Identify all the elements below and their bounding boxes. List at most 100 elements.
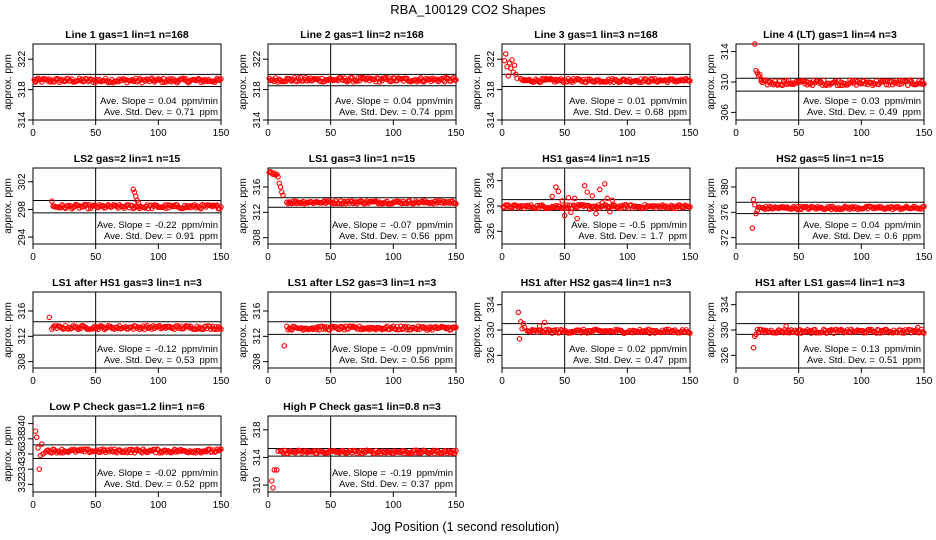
slope-label: Ave. Slope = [97,344,151,355]
slope-unit: ppm/min [885,344,921,355]
slope-annotation: Ave. Slope = 0.02 ppm/min [569,344,687,355]
panel-title: Line 1 gas=1 lin=1 n=168 [65,29,189,41]
data-point [35,445,41,451]
data-point [314,326,320,333]
data-point [914,324,921,331]
data-point [581,182,588,189]
data-point [618,205,624,212]
panel-title: HS1 after HS2 gas=4 lin=1 n=3 [521,277,672,289]
std-label: Ave. Std. Dev. = [339,107,407,118]
y-axis-label: approx. ppm [238,178,249,234]
data-point [586,206,593,212]
y-tick-label: 298 [17,201,28,218]
data-point [450,447,457,454]
y-axis-label: approx. ppm [706,302,717,358]
std-unit: ppm [435,107,454,118]
data-point [319,323,325,330]
data-point [378,325,384,332]
data-point [501,57,508,64]
slope-value: -0.07 [390,220,412,231]
std-dev-annotation: Ave. Std. Dev. = 0.52 ppm [104,479,218,490]
data-point [568,330,574,336]
data-point [919,329,926,335]
y-axis-label: approx. ppm [3,302,14,358]
std-dev-annotation: Ave. Std. Dev. = 0.51 ppm [807,355,921,366]
data-point [750,196,757,203]
y-tick-label: 312 [252,204,263,221]
y-tick-label: 314 [252,111,263,128]
data-point [687,204,693,210]
x-tick-label: 0 [265,128,271,139]
std-dev-annotation: Ave. Std. Dev. = 0.56 ppm [339,355,453,366]
data-point [602,181,608,187]
data-point [418,75,424,81]
slope-unit: ppm/min [651,220,687,231]
data-point [677,77,683,84]
x-tick-label: 0 [499,376,505,387]
slope-annotation: Ave. Slope = 0.04 ppm/min [100,96,218,107]
data-point [194,77,200,83]
data-point [758,76,764,82]
data-point [140,323,147,329]
data-point [36,466,43,472]
data-point [916,77,922,84]
y-tick-label: 318 [17,81,28,98]
data-point [907,77,913,83]
y-tick-label: 322 [252,50,263,67]
data-point [453,200,459,207]
data-point [151,446,158,453]
y-tick-label: 330 [486,321,497,338]
data-point [807,205,813,211]
slope-label: Ave. Slope = [571,220,625,231]
data-point [148,202,154,208]
data-point [309,199,315,205]
x-tick-label: 100 [150,252,167,263]
data-point [561,212,568,219]
data-point [291,75,298,81]
data-point [46,314,53,321]
std-unit: ppm [669,231,688,242]
data-point [32,428,39,434]
panel-title: LS2 gas=2 lin=1 n=15 [74,153,181,165]
data-point [199,201,205,208]
y-axis-label: approx. ppm [706,54,717,110]
data-point [623,202,629,208]
slope-value: -0.22 [155,220,177,231]
data-point [218,204,224,210]
slope-value: 0.04 [158,96,177,107]
std-unit: ppm [903,107,922,118]
data-point [342,78,349,84]
x-tick-label: 150 [448,376,465,387]
y-tick-label: 330 [720,321,731,338]
x-tick-label: 50 [325,376,337,387]
data-point [206,323,213,330]
y-tick-label: 334 [486,296,497,313]
x-tick-label: 100 [619,128,636,139]
y-tick-label: 312 [17,328,28,345]
data-point [385,75,392,81]
std-value: 0.49 [879,107,898,118]
y-tick-label: 308 [252,229,263,246]
data-point [218,446,224,452]
x-tick-label: 50 [793,376,805,387]
data-point [563,205,569,211]
data-point [515,309,522,316]
slope-value: -0.09 [390,344,412,355]
data-point [820,326,827,333]
std-label: Ave. Std. Dev. = [339,355,407,366]
x-tick-label: 50 [559,128,571,139]
panel-title: Line 2 gas=1 lin=2 n=168 [300,29,424,41]
std-label: Ave. Std. Dev. = [573,107,641,118]
panel-title: LS1 after HS1 gas=3 lin=1 n=3 [52,277,202,289]
y-tick-label: 372 [720,229,731,246]
data-point [571,195,578,202]
x-tick-label: 150 [682,376,699,387]
x-tick-label: 150 [448,128,465,139]
data-point [155,76,162,82]
std-label: Ave. Std. Dev. = [573,355,641,366]
std-unit: ppm [435,355,454,366]
data-point [901,79,907,85]
slope-annotation: Ave. Slope = -0.22 ppm/min [97,220,218,231]
data-point [216,77,223,84]
slope-value: 0.01 [627,96,646,107]
